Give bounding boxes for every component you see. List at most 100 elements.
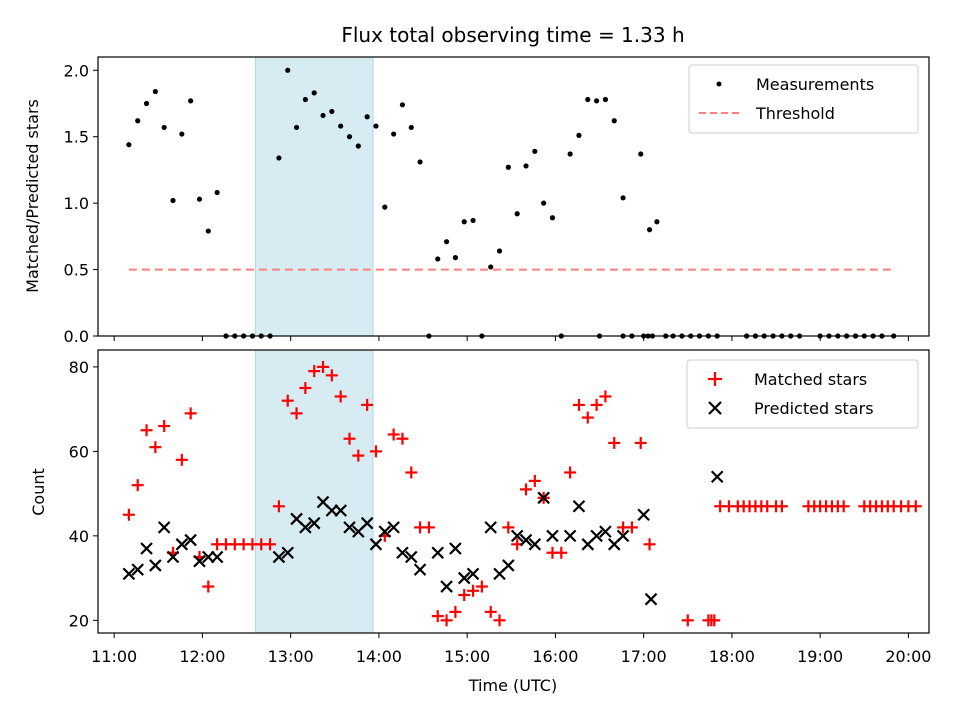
legend-measurements-marker — [716, 81, 722, 87]
measurement-point — [161, 124, 167, 131]
predicted-star-point — [546, 529, 559, 543]
measurement-point — [320, 112, 326, 119]
predicted-star-point — [140, 542, 153, 555]
predicted-star-point — [510, 529, 524, 543]
predicted-star-point — [644, 592, 658, 606]
matched-star-point — [317, 360, 330, 373]
predicted-star-point — [519, 533, 533, 547]
matched-star-point — [458, 588, 471, 601]
predicted-star-point — [369, 538, 383, 551]
matched-star-point — [449, 605, 462, 618]
legend-predicted-marker — [708, 401, 722, 415]
measurement-point — [488, 264, 494, 270]
predicted-star-point — [563, 529, 577, 543]
measurement-point — [549, 215, 556, 221]
measurement-point — [196, 196, 203, 202]
measurement-point — [135, 118, 141, 124]
bottom-y-tick-label: 60 — [69, 442, 89, 461]
measurement-point — [435, 256, 441, 262]
bottom-x-tick-label: 15:00 — [444, 647, 490, 666]
measurement-point — [532, 148, 538, 154]
measurement-point — [576, 132, 582, 138]
predicted-star-point — [502, 559, 515, 572]
bottom-legend: Matched stars Predicted stars — [686, 359, 919, 429]
matched-star-point — [581, 411, 594, 424]
predicted-star-point — [122, 567, 136, 581]
measurement-point — [443, 239, 450, 245]
top-legend: Measurements Threshold — [688, 64, 919, 134]
matched-star-point — [909, 500, 922, 513]
matched-star-point — [572, 398, 585, 411]
predicted-star-point — [193, 554, 206, 568]
bottom-x-tick-label: 11:00 — [91, 647, 137, 666]
measurement-point — [567, 151, 573, 157]
top-shaded-span — [254, 56, 374, 337]
measurement-point — [620, 195, 626, 201]
predicted-star-point — [334, 504, 347, 517]
matched-star-point — [184, 407, 197, 420]
predicted-star-point — [449, 542, 462, 555]
predicted-star-point — [149, 559, 162, 572]
matched-star-point — [590, 398, 603, 411]
measurement-point — [382, 204, 388, 210]
measurement-point — [338, 123, 344, 129]
bottom-x-tick-label: 18:00 — [709, 647, 755, 666]
bottom-x-axis-label: Time (UTC) — [468, 676, 557, 695]
legend-measurements-label: Measurements — [756, 75, 874, 94]
matched-star-point — [528, 474, 541, 487]
measurement-point — [214, 189, 220, 196]
matched-star-point — [396, 432, 409, 445]
matched-star-point — [149, 441, 162, 454]
matched-star-point — [290, 407, 303, 420]
predicted-star-point — [131, 563, 144, 576]
measurement-point — [329, 108, 335, 115]
matched-star-point — [775, 500, 788, 513]
measurement-point — [126, 142, 132, 148]
bottom-legend-frame — [686, 359, 919, 429]
measurement-point — [311, 90, 317, 96]
matched-star-point — [308, 365, 321, 378]
measurement-point — [496, 248, 503, 254]
bottom-x-tick-label: 19:00 — [797, 647, 843, 666]
predicted-star-point — [299, 521, 312, 534]
bottom-plot-frame — [97, 349, 930, 634]
measurement-point — [152, 88, 158, 95]
matched-star-point — [564, 466, 577, 479]
measurement-point — [143, 100, 150, 107]
matched-star-point — [502, 521, 515, 534]
top-legend-frame — [688, 64, 919, 134]
predicted-star-point — [157, 521, 171, 534]
predicted-star-point — [457, 571, 471, 585]
measurement-point — [646, 227, 653, 233]
measurement-point — [399, 102, 406, 108]
predicted-star-point — [307, 516, 321, 530]
matched-star-point — [281, 394, 294, 407]
predicted-star-point — [710, 470, 724, 483]
measurement-point — [611, 118, 617, 124]
matched-star-point — [122, 508, 135, 521]
matched-star-point — [837, 500, 850, 513]
bottom-x-tick-label: 12:00 — [179, 647, 225, 666]
top-y-tick-label: 1.0 — [64, 194, 89, 213]
matched-star-point — [387, 428, 400, 441]
predicted-star-point — [405, 550, 418, 564]
bottom-x-tick-label: 13:00 — [268, 647, 314, 666]
measurement-point — [470, 217, 476, 224]
bottom-panel: 20 40 60 80 11:00 12:00 13:00 14:00 15:00 16:00 1… — [29, 349, 931, 695]
bottom-y-tick-label: 20 — [69, 611, 89, 630]
measurement-point — [188, 98, 194, 104]
matched-star-point — [299, 382, 312, 395]
bottom-x-tick-label: 17:00 — [621, 647, 667, 666]
measurement-point — [285, 67, 291, 73]
matched-star-point — [440, 614, 453, 627]
measurement-point — [373, 123, 379, 129]
predicted-star-point — [210, 550, 224, 564]
matched-star-point — [405, 466, 418, 479]
matched-star-point — [158, 420, 171, 433]
predicted-star-point — [572, 500, 586, 513]
measurement-point — [585, 96, 591, 103]
matched-star-point — [625, 521, 638, 534]
measurement-point — [179, 131, 185, 137]
top-plot-frame — [97, 56, 930, 337]
bottom-x-tick-label: 20:00 — [885, 647, 931, 666]
